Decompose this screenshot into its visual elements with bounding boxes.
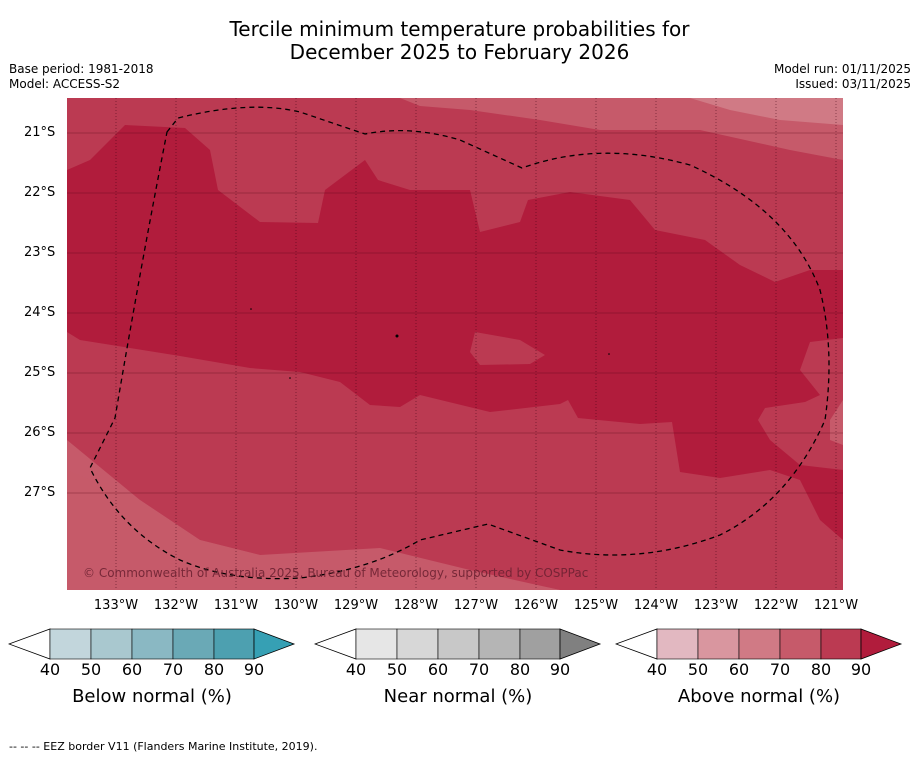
colorbar-title-below: Below normal (%) — [72, 686, 232, 707]
eez-footnote: -- -- -- EEZ border V11 (Flanders Marine… — [9, 740, 318, 753]
grid-lines — [67, 132, 843, 494]
lon-label: 131°W — [213, 598, 259, 613]
colorbar-under-arrow — [8, 628, 51, 660]
model-name: Model: ACCESS-S2 — [9, 77, 121, 91]
model-run: Model run: 01/11/2025 — [773, 62, 911, 76]
colorbar-tick: 70 — [162, 660, 184, 679]
lon-label: 123°W — [693, 598, 739, 613]
colorbar-segment — [90, 628, 133, 660]
lat-label: 27°S — [24, 485, 56, 500]
title-line-2: December 2025 to February 2026 — [289, 40, 630, 64]
colorbar-under-arrow — [615, 628, 658, 660]
issued-date: Issued: 03/11/2025 — [795, 77, 911, 91]
lon-label: 133°W — [93, 598, 139, 613]
colorbar-over-arrow — [860, 628, 903, 660]
colorbar-tick: 70 — [468, 660, 490, 679]
lon-label: 132°W — [153, 598, 199, 613]
lon-label: 125°W — [573, 598, 619, 613]
colorbar-tick: 70 — [769, 660, 791, 679]
colorbar-segment — [355, 628, 398, 660]
lat-label: 21°S — [24, 125, 56, 140]
map — [67, 98, 843, 590]
colorbar-tick: 80 — [810, 660, 832, 679]
band-50-top — [690, 98, 843, 125]
colorbar-tick: 90 — [243, 660, 265, 679]
base-period: Base period: 1981-2018 — [9, 62, 154, 76]
band-80-east — [758, 338, 843, 470]
colorbar-tick: 40 — [345, 660, 367, 679]
lon-label: 122°W — [753, 598, 799, 613]
colorbar-tick: 60 — [121, 660, 143, 679]
colorbar-segment — [656, 628, 699, 660]
lon-label: 127°W — [453, 598, 499, 613]
lon-label: 121°W — [813, 598, 859, 613]
chart-title: Tercile minimum temperature probabilitie… — [0, 18, 919, 64]
lat-label: 23°S — [24, 245, 56, 260]
colorbar-tick: 60 — [728, 660, 750, 679]
lat-label: 24°S — [24, 305, 56, 320]
band-60-top — [400, 98, 843, 160]
lat-label: 22°S — [24, 185, 56, 200]
meta-right: Model run: 01/11/2025 Issued: 03/11/2025 — [774, 62, 911, 92]
title-line-1: Tercile minimum temperature probabilitie… — [229, 17, 690, 41]
probability-field — [67, 98, 843, 590]
band-90 — [67, 125, 843, 540]
band-70-east — [830, 400, 843, 445]
colorbar-tick: 60 — [427, 660, 449, 679]
colorbar-segment — [437, 628, 480, 660]
meta-left: Base period: 1981-2018 Model: ACCESS-S2 — [9, 62, 154, 92]
lat-label: 25°S — [24, 365, 56, 380]
colorbar-segment — [213, 628, 255, 660]
colorbar-tick: 90 — [850, 660, 872, 679]
colorbar-segment — [49, 628, 92, 660]
colorbar-segment — [738, 628, 781, 660]
band-80-inner — [470, 332, 545, 365]
colorbar-segment — [519, 628, 561, 660]
colorbar-segment — [396, 628, 439, 660]
band-60-southwest — [67, 470, 300, 560]
colorbar-tick: 80 — [203, 660, 225, 679]
colorbar-segment — [779, 628, 822, 660]
colorbar-segment — [172, 628, 215, 660]
colorbar-tick: 80 — [509, 660, 531, 679]
lon-label: 130°W — [273, 598, 319, 613]
colorbar-tick: 50 — [386, 660, 408, 679]
lon-label: 126°W — [513, 598, 559, 613]
colorbar-segment — [820, 628, 862, 660]
colorbar-tick: 50 — [687, 660, 709, 679]
lat-label: 26°S — [24, 425, 56, 440]
colorbar-over-arrow — [559, 628, 602, 660]
colorbar-below — [8, 628, 296, 660]
colorbar-under-arrow — [314, 628, 357, 660]
copyright-notice: © Commonwealth of Australia 2025, Bureau… — [83, 566, 589, 580]
band-60-south — [67, 560, 560, 590]
colorbar-over-arrow — [253, 628, 296, 660]
lon-label: 129°W — [333, 598, 379, 613]
meridian-lines — [115, 98, 837, 590]
colorbar-segment — [697, 628, 740, 660]
colorbar-segment — [131, 628, 174, 660]
colorbar-tick: 40 — [39, 660, 61, 679]
colorbar-title-above: Above normal (%) — [677, 686, 841, 707]
colorbar-near — [314, 628, 602, 660]
colorbar-above — [615, 628, 903, 660]
colorbar-title-near: Near normal (%) — [383, 686, 533, 707]
lon-label: 124°W — [633, 598, 679, 613]
eez-border — [89, 106, 830, 580]
islands — [250, 308, 610, 379]
colorbar-segment — [478, 628, 521, 660]
colorbar-tick: 40 — [646, 660, 668, 679]
lon-label: 128°W — [393, 598, 439, 613]
colorbar-tick: 50 — [80, 660, 102, 679]
colorbar-tick: 90 — [549, 660, 571, 679]
